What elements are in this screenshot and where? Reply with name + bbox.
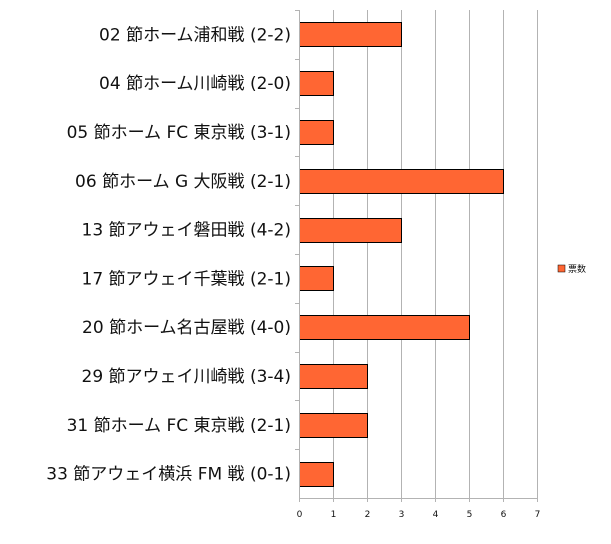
- category-label: 33 節アウェイ横浜 FM 戦 (0-1): [46, 465, 291, 485]
- bar: [299, 266, 334, 291]
- x-tick-label: 0: [297, 510, 303, 520]
- bar: [299, 120, 334, 145]
- x-tick-label: 3: [399, 510, 405, 520]
- bars: [299, 22, 504, 487]
- category-label: 06 節ホーム G 大阪戦 (2-1): [75, 172, 291, 192]
- category-label: 29 節アウェイ川崎戦 (3-4): [82, 367, 291, 387]
- bar: [299, 218, 402, 243]
- axes: [295, 10, 538, 502]
- category-labels: 02 節ホーム浦和戦 (2-2) 04 節ホーム川崎戦 (2-0) 05 節ホーム …: [46, 25, 291, 484]
- bar: [299, 71, 334, 96]
- category-label: 13 節アウェイ磐田戦 (4-2): [82, 221, 291, 241]
- x-tick-label: 2: [365, 510, 371, 520]
- category-label: 31 節ホーム FC 東京戦 (2-1): [67, 416, 291, 436]
- legend-label: 票数: [568, 263, 586, 275]
- category-label: 17 節アウェイ千葉戦 (2-1): [82, 269, 291, 289]
- bar: [299, 169, 504, 194]
- category-label: 04 節ホーム川崎戦 (2-0): [99, 74, 291, 94]
- category-label: 02 節ホーム浦和戦 (2-2): [99, 25, 291, 45]
- legend-swatch: [557, 264, 566, 273]
- x-tick-label: 4: [433, 510, 439, 520]
- grid-lines: [333, 10, 538, 498]
- bar: [299, 462, 334, 487]
- category-label: 05 節ホーム FC 東京戦 (3-1): [67, 123, 291, 143]
- x-tick-labels: 0 1 2 3 4 5 6 7: [297, 510, 541, 520]
- x-tick-label: 6: [501, 510, 507, 520]
- bar: [299, 364, 368, 389]
- bar: [299, 413, 368, 438]
- category-label: 20 節ホーム名古屋戦 (4-0): [82, 318, 291, 338]
- x-tick-label: 1: [331, 510, 337, 520]
- x-tick-label: 7: [535, 510, 541, 520]
- legend: 票数: [557, 263, 586, 275]
- x-tick-label: 5: [467, 510, 473, 520]
- bar: [299, 22, 402, 47]
- bar: [299, 315, 470, 340]
